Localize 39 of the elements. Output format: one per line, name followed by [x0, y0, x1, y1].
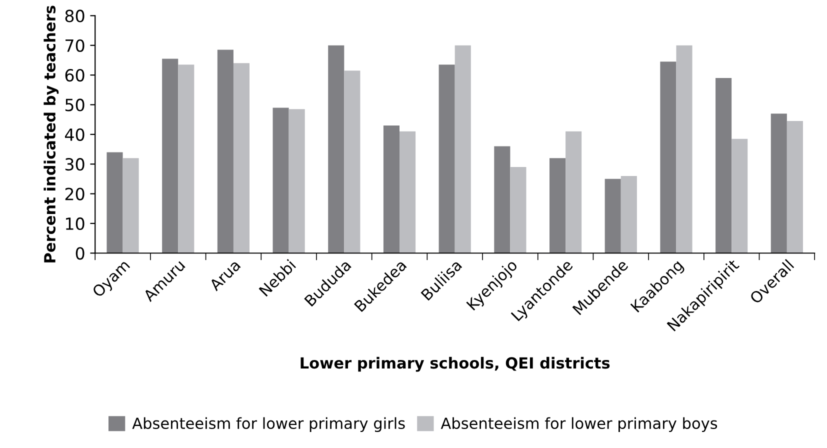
bar	[494, 146, 510, 254]
legend-label: Absenteeism for lower primary boys	[440, 417, 718, 432]
bar	[604, 178, 621, 254]
bar	[122, 158, 139, 254]
bar	[676, 45, 692, 254]
y-tick-label: 20	[65, 188, 84, 200]
bar	[732, 138, 748, 254]
x-axis-title: Lower primary schools, QEI districts	[300, 356, 610, 372]
y-tick-label: 80	[65, 10, 84, 22]
bar	[106, 152, 123, 254]
y-tick-label: 60	[65, 69, 84, 82]
bar	[178, 64, 194, 254]
y-tick-label: 0	[76, 247, 84, 260]
y-axis-title: Percent indicated by teachers	[44, 6, 59, 262]
bar	[660, 62, 676, 254]
bar	[383, 125, 400, 254]
y-tick-label: 10	[66, 217, 84, 230]
legend-label: Absenteeism for lower primary girls	[132, 417, 405, 432]
bar	[566, 131, 582, 254]
bar	[328, 45, 344, 254]
bar	[438, 64, 455, 254]
y-tick-label: 50	[65, 98, 84, 112]
bar	[716, 78, 732, 254]
bar	[549, 158, 566, 254]
bar	[620, 176, 637, 254]
y-tick-label: 30	[65, 158, 84, 171]
bar	[217, 50, 234, 254]
bar	[770, 114, 787, 254]
bar	[786, 121, 803, 254]
y-tick-label: 40	[64, 128, 84, 141]
y-tick-label: 70	[66, 39, 84, 52]
bar	[233, 63, 250, 254]
bar	[272, 108, 289, 254]
bar	[344, 70, 360, 254]
bar	[288, 109, 305, 254]
bar	[162, 58, 178, 254]
bar	[400, 131, 416, 254]
bar	[510, 167, 526, 254]
bar	[454, 45, 471, 254]
